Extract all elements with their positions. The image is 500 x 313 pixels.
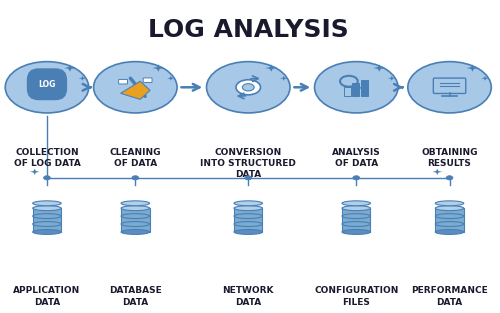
Polygon shape xyxy=(466,64,478,72)
Ellipse shape xyxy=(436,214,464,218)
Text: APPLICATION
DATA: APPLICATION DATA xyxy=(14,286,80,306)
Bar xyxy=(342,208,370,232)
Polygon shape xyxy=(152,64,164,72)
Polygon shape xyxy=(78,76,86,81)
Bar xyxy=(121,208,150,232)
Polygon shape xyxy=(266,64,277,72)
Ellipse shape xyxy=(234,201,262,206)
Ellipse shape xyxy=(436,222,464,227)
Text: PERFORMANCE
DATA: PERFORMANCE DATA xyxy=(411,286,488,306)
Polygon shape xyxy=(167,76,174,81)
Bar xyxy=(344,87,351,96)
Text: OBTAINING
RESULTS: OBTAINING RESULTS xyxy=(422,148,478,168)
Ellipse shape xyxy=(121,201,150,206)
Polygon shape xyxy=(120,81,150,99)
FancyBboxPatch shape xyxy=(143,78,152,82)
Ellipse shape xyxy=(234,229,262,234)
FancyBboxPatch shape xyxy=(434,78,466,94)
Bar xyxy=(32,208,61,232)
Text: COLLECTION
OF LOG DATA: COLLECTION OF LOG DATA xyxy=(14,148,80,168)
Ellipse shape xyxy=(342,214,370,218)
Circle shape xyxy=(206,62,290,113)
Text: ANALYSIS
OF DATA: ANALYSIS OF DATA xyxy=(332,148,380,168)
Ellipse shape xyxy=(234,206,262,211)
Text: CLEANING
OF DATA: CLEANING OF DATA xyxy=(110,148,161,168)
Text: LOG ANALYSIS: LOG ANALYSIS xyxy=(148,18,348,42)
Ellipse shape xyxy=(32,222,61,227)
Circle shape xyxy=(132,176,139,180)
Circle shape xyxy=(245,176,252,180)
Circle shape xyxy=(446,176,453,180)
Polygon shape xyxy=(481,76,489,81)
Polygon shape xyxy=(64,64,76,72)
Ellipse shape xyxy=(234,214,262,218)
Circle shape xyxy=(314,62,398,113)
Polygon shape xyxy=(388,76,396,81)
Text: CONVERSION
INTO STRUCTURED
DATA: CONVERSION INTO STRUCTURED DATA xyxy=(200,148,296,179)
Text: CONFIGURATION
FILES: CONFIGURATION FILES xyxy=(314,286,398,306)
Ellipse shape xyxy=(32,214,61,218)
FancyBboxPatch shape xyxy=(35,77,59,95)
Bar xyxy=(360,80,368,96)
Ellipse shape xyxy=(121,206,150,211)
Bar xyxy=(352,83,359,96)
Circle shape xyxy=(5,62,88,113)
Bar xyxy=(234,208,262,232)
Ellipse shape xyxy=(32,229,61,234)
Polygon shape xyxy=(374,64,385,72)
Polygon shape xyxy=(30,169,40,175)
Ellipse shape xyxy=(342,206,370,211)
Ellipse shape xyxy=(234,222,262,227)
Ellipse shape xyxy=(342,222,370,227)
Ellipse shape xyxy=(342,201,370,206)
Ellipse shape xyxy=(32,206,61,211)
Circle shape xyxy=(353,176,360,180)
Ellipse shape xyxy=(121,229,150,234)
Ellipse shape xyxy=(436,229,464,234)
Circle shape xyxy=(236,80,260,95)
Ellipse shape xyxy=(32,201,61,206)
Ellipse shape xyxy=(342,229,370,234)
Ellipse shape xyxy=(436,206,464,211)
Text: DATABASE
DATA: DATABASE DATA xyxy=(109,286,162,306)
Bar xyxy=(436,208,464,232)
Ellipse shape xyxy=(121,214,150,218)
Circle shape xyxy=(408,62,492,113)
Circle shape xyxy=(242,84,254,91)
Polygon shape xyxy=(432,169,442,175)
Ellipse shape xyxy=(121,222,150,227)
Text: NETWORK
DATA: NETWORK DATA xyxy=(222,286,274,306)
Ellipse shape xyxy=(436,201,464,206)
Circle shape xyxy=(44,176,51,180)
Circle shape xyxy=(94,62,177,113)
Text: LOG: LOG xyxy=(38,80,56,89)
Polygon shape xyxy=(280,76,287,81)
FancyBboxPatch shape xyxy=(118,80,128,84)
